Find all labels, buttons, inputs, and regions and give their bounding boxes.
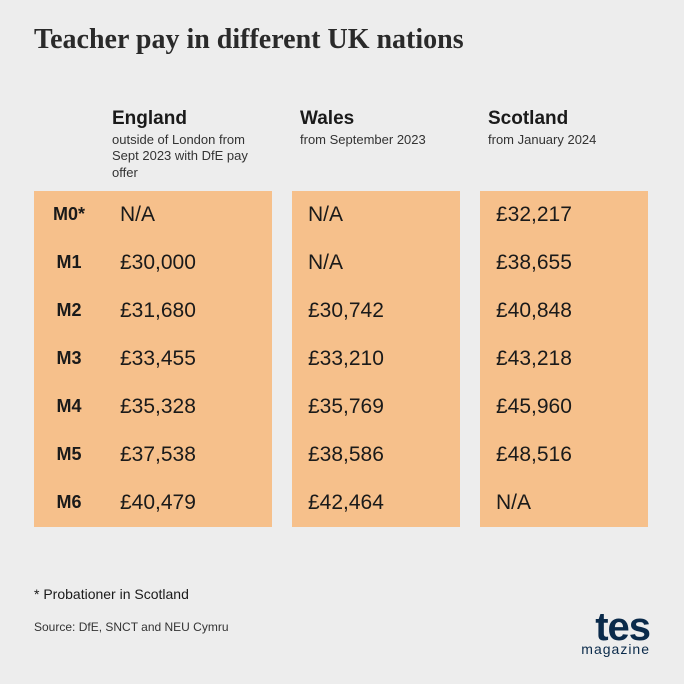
pay-cell: £33,210: [292, 335, 460, 383]
pay-cell: £30,000: [104, 239, 272, 287]
table-row: M3£33,455 £33,210 £43,218: [34, 335, 650, 383]
row-label: M1: [34, 239, 104, 287]
row-label: M2: [34, 287, 104, 335]
table-row: M6£40,479 £42,464 N/A: [34, 479, 650, 527]
footnote: * Probationer in Scotland: [34, 586, 189, 602]
col-title: Scotland: [480, 108, 648, 130]
pay-cell: N/A: [104, 191, 272, 239]
pay-cell: £31,680: [104, 287, 272, 335]
col-title: Wales: [292, 108, 460, 130]
table-row: M0*N/AN/A£32,217: [34, 191, 650, 239]
col-title: England: [104, 108, 272, 130]
col-header-scotland: Scotland from January 2024: [480, 108, 648, 181]
pay-cell: £40,848: [480, 287, 648, 335]
pay-cell: £42,464: [292, 479, 460, 527]
col-subtitle: from September 2023: [292, 130, 460, 148]
pay-cell: £32,217: [480, 191, 648, 239]
pay-cell: N/A: [292, 191, 460, 239]
row-label: M4: [34, 383, 104, 431]
page-title: Teacher pay in different UK nations: [0, 0, 684, 56]
row-label: M3: [34, 335, 104, 383]
row-label: M6: [34, 479, 104, 527]
table-header-row: England outside of London from Sept 2023…: [34, 108, 650, 181]
pay-cell: N/A: [480, 479, 648, 527]
pay-cell: £40,479: [104, 479, 272, 527]
pay-cell: £43,218: [480, 335, 648, 383]
table-row: M2£31,680 £30,742 £40,848: [34, 287, 650, 335]
pay-cell: £37,538: [104, 431, 272, 479]
pay-cell: £33,455: [104, 335, 272, 383]
tes-logo: tes magazine: [581, 610, 650, 656]
pay-cell: £48,516: [480, 431, 648, 479]
row-label: M0*: [34, 191, 104, 239]
table-row: M5£37,538 £38,586 £48,516: [34, 431, 650, 479]
pay-cell: £35,769: [292, 383, 460, 431]
pay-cell: £30,742: [292, 287, 460, 335]
row-label: M5: [34, 431, 104, 479]
pay-cell: £35,328: [104, 383, 272, 431]
pay-table: England outside of London from Sept 2023…: [34, 108, 650, 527]
col-header-england: England outside of London from Sept 2023…: [104, 108, 272, 181]
pay-cell: £38,586: [292, 431, 460, 479]
table-row: M4£35,328 £35,769 £45,960: [34, 383, 650, 431]
col-header-wales: Wales from September 2023: [292, 108, 460, 181]
source-line: Source: DfE, SNCT and NEU Cymru: [34, 620, 229, 634]
col-subtitle: outside of London from Sept 2023 with Df…: [104, 130, 272, 181]
col-subtitle: from January 2024: [480, 130, 648, 148]
logo-sub: magazine: [581, 644, 650, 656]
logo-main: tes: [581, 610, 650, 644]
table-body: M0*N/AN/A£32,217M1£30,000N/A£38,655M2£31…: [34, 191, 650, 527]
pay-cell: N/A: [292, 239, 460, 287]
table-row: M1£30,000 N/A £38,655: [34, 239, 650, 287]
pay-cell: £38,655: [480, 239, 648, 287]
pay-cell: £45,960: [480, 383, 648, 431]
